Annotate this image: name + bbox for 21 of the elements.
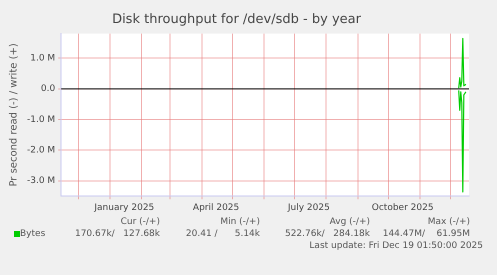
y-tick-label: -2.0 M bbox=[27, 146, 56, 156]
x-tick-label: April 2025 bbox=[192, 202, 240, 213]
text: 170.67k/ 127.68k bbox=[74, 228, 160, 240]
text: Last update: Fri Dec 19 01:50:00 2025 bbox=[308, 240, 484, 252]
x-tick-label: October 2025 bbox=[372, 202, 434, 213]
text: 20.41 / 5.14k bbox=[184, 228, 260, 240]
text: Cur (-/+) bbox=[120, 216, 160, 228]
text: 144.47M/ 61.95M bbox=[382, 228, 470, 240]
y-tick-label: 1.0 M bbox=[30, 53, 56, 64]
text: 522.76k/ 284.18k bbox=[284, 228, 370, 240]
legend-label: Bytes bbox=[20, 228, 46, 240]
text: Min (-/+) bbox=[219, 216, 260, 228]
y-tick-label: -1.0 M bbox=[27, 114, 56, 125]
text: Avg (-/+) bbox=[328, 216, 370, 228]
chart-title: Disk throughput for /dev/sdb - by year bbox=[112, 12, 362, 28]
text: Max (-/+) bbox=[426, 216, 470, 228]
y-tick-label: 0.0 bbox=[40, 84, 56, 94]
x-tick-label: January 2025 bbox=[93, 202, 154, 213]
x-tick-label: July 2025 bbox=[286, 202, 330, 213]
y-axis-title: Pr second read (-) / write (+) bbox=[8, 43, 20, 187]
y-tick-label: -3.0 M bbox=[27, 176, 56, 186]
